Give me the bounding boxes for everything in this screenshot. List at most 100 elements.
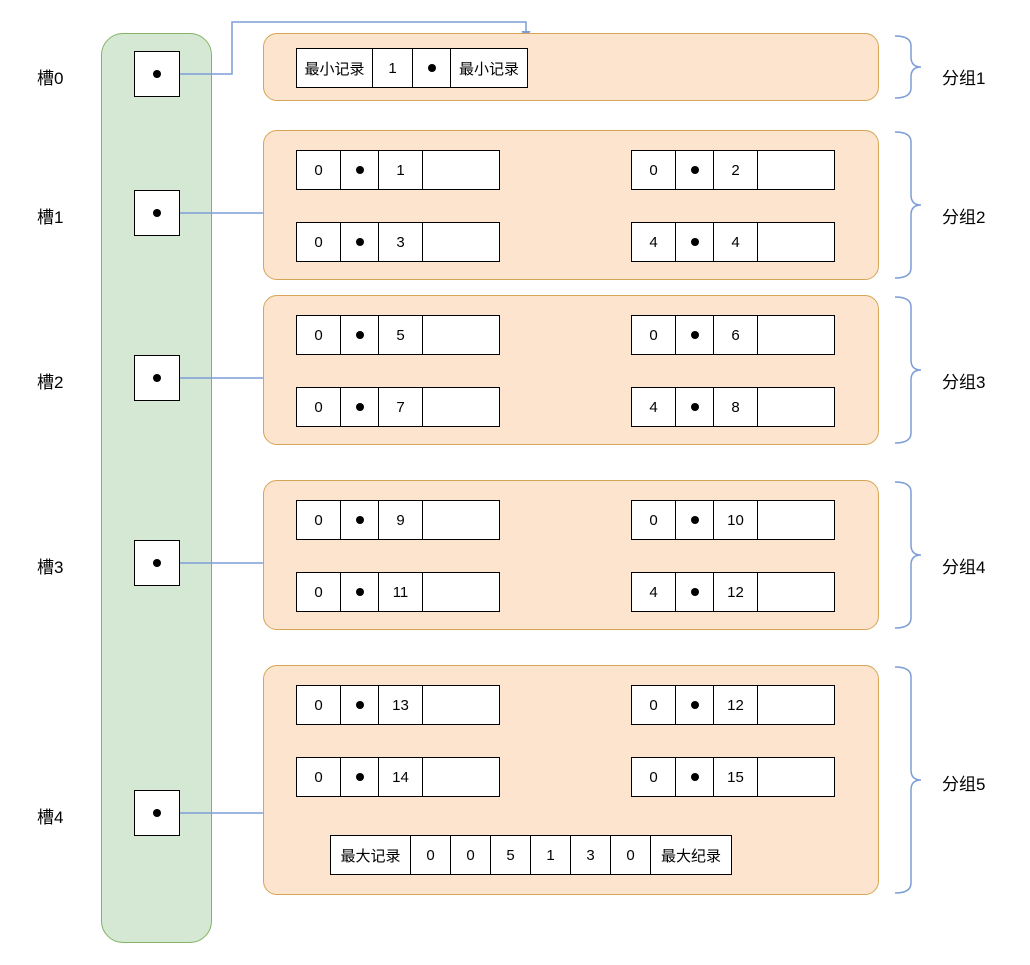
cell: 0 [297,758,341,796]
slot-box-1 [134,190,180,236]
record-1-3: 44 [631,222,835,262]
dot-icon [153,809,161,817]
cell [758,573,834,611]
cell: 1 [379,151,423,189]
cell: 12 [714,573,758,611]
group-label-4: 分组5 [942,770,985,795]
record-3-0: 09 [296,500,500,540]
cell: 0 [632,316,676,354]
dot-icon [356,588,364,596]
cell [758,151,834,189]
dot-icon [691,166,699,174]
cell [423,686,499,724]
cell [341,151,379,189]
cell: 11 [379,573,423,611]
cell [758,316,834,354]
record-3-1: 010 [631,500,835,540]
cell [341,223,379,261]
cell [413,49,451,87]
cell [676,223,714,261]
record-2-0: 05 [296,315,500,355]
cell: 3 [571,836,611,874]
cell: 最小记录 [297,49,373,87]
cell: 2 [714,151,758,189]
cell: 4 [632,573,676,611]
slot-label-0: 槽0 [37,64,63,89]
dot-icon [691,403,699,411]
cell: 最小记录 [451,49,527,87]
cell: 14 [379,758,423,796]
cell: 0 [632,686,676,724]
cell [676,388,714,426]
dot-icon [691,331,699,339]
cell: 0 [297,501,341,539]
cell: 1 [373,49,413,87]
cell [676,758,714,796]
record-0-0: 最小记录1最小记录 [296,48,528,88]
dot-icon [153,374,161,382]
cell [423,758,499,796]
cell [341,686,379,724]
cell: 0 [297,388,341,426]
dot-icon [356,516,364,524]
cell: 0 [611,836,651,874]
cell [758,388,834,426]
slot-label-3: 槽3 [37,553,63,578]
cell: 0 [451,836,491,874]
cell: 0 [297,223,341,261]
record-4-4: 最大记录005130最大纪录 [330,835,732,875]
cell [676,501,714,539]
record-4-2: 0 14 [296,757,500,797]
cell: 3 [379,223,423,261]
group-label-3: 分组4 [942,553,985,578]
cell: 0 [297,151,341,189]
cell: 12 [714,686,758,724]
cell [341,388,379,426]
record-2-1: 06 [631,315,835,355]
cell [676,151,714,189]
cell [423,388,499,426]
record-3-2: 011 [296,572,500,612]
slot-box-2 [134,355,180,401]
cell: 10 [714,501,758,539]
cell [758,686,834,724]
record-2-3: 48 [631,387,835,427]
cell: 4 [714,223,758,261]
record-3-3: 4 12 [631,572,835,612]
cell: 6 [714,316,758,354]
dot-icon [428,64,436,72]
cell: 5 [491,836,531,874]
dot-icon [356,166,364,174]
record-1-2: 03 [296,222,500,262]
dot-icon [153,559,161,567]
dot-icon [691,588,699,596]
record-2-2: 07 [296,387,500,427]
slot-label-1: 槽1 [37,203,63,228]
record-4-1: 0 12 [631,685,835,725]
cell: 最大纪录 [651,836,731,874]
cell [341,501,379,539]
cell: 7 [379,388,423,426]
cell: 0 [632,151,676,189]
dot-icon [356,701,364,709]
dot-icon [153,209,161,217]
cell [676,316,714,354]
dot-icon [691,516,699,524]
brace-1 [895,132,921,278]
cell: 13 [379,686,423,724]
cell [341,316,379,354]
dot-icon [356,331,364,339]
dot-icon [356,238,364,246]
dot-icon [691,773,699,781]
cell: 最大记录 [331,836,411,874]
brace-3 [895,482,921,628]
record-4-0: 013 [296,685,500,725]
group-label-1: 分组2 [942,203,985,228]
cell [758,758,834,796]
cell [423,151,499,189]
cell [423,573,499,611]
dot-icon [691,238,699,246]
cell: 8 [714,388,758,426]
record-1-1: 02 [631,150,835,190]
slot-box-4 [134,790,180,836]
